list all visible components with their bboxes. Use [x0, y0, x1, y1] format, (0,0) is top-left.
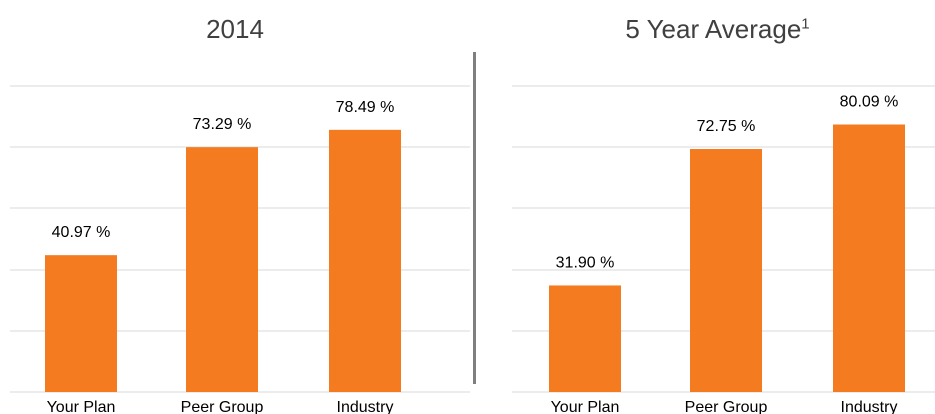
bar-industry — [329, 129, 401, 393]
x-tick-label: Your Plan — [47, 399, 116, 414]
chart-5-year-average-plot: 31.90 % Your Plan 72.75 % Peer Group 80.09 %… — [512, 85, 935, 414]
chart-2014-plot: 40.97 % Your Plan 73.29 % Peer Group 78.49 %… — [10, 85, 470, 414]
bar-industry — [833, 124, 905, 393]
chart-5-year-average: 5 Year Average1 31.90 % Your Plan 72.75 % P… — [500, 0, 935, 414]
data-label: 31.90 % — [556, 254, 615, 271]
data-label: 80.09 % — [840, 93, 899, 110]
bar-peer-group — [690, 149, 762, 392]
x-tick-label: Peer Group — [685, 399, 768, 414]
chart-title: 2014 — [206, 14, 264, 44]
data-label: 72.75 % — [697, 118, 756, 135]
x-tick-label: Peer Group — [181, 399, 264, 414]
x-tick-label: Industry — [841, 399, 898, 414]
data-label: 40.97 % — [52, 224, 111, 241]
chart-2014: 2014 40.97 % Your Plan 73.29 % Peer Group 78… — [10, 14, 470, 414]
bar-your-plan — [549, 285, 621, 392]
data-label: 78.49 % — [336, 99, 395, 116]
x-tick-label: Industry — [337, 399, 394, 414]
bar-your-plan — [45, 255, 117, 392]
bar-peer-group — [186, 147, 258, 392]
chart-divider — [473, 52, 476, 384]
chart-title: 5 Year Average1 — [625, 14, 810, 44]
data-label: 73.29 % — [193, 116, 252, 133]
x-tick-label: Your Plan — [551, 399, 620, 414]
